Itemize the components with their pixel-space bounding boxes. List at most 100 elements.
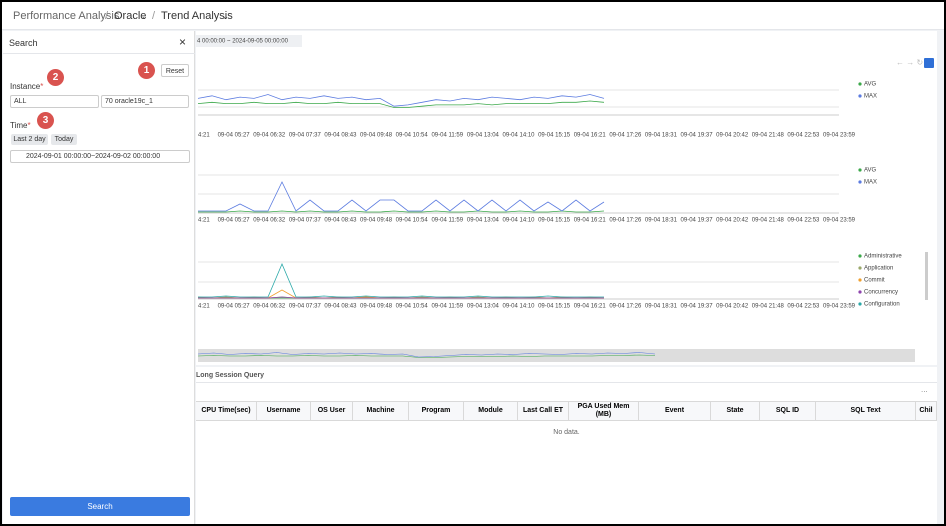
x-tick-label: 09-04 20:42 [716,304,749,310]
x-tick-label: 09-04 20:42 [716,218,749,224]
series-line [198,181,605,212]
x-tick-label: 09-04 07:37 [289,133,322,139]
time-range: 4 00:00:00 ~ 2024-09-05 00:00:00 [197,39,289,45]
column-header: Module [464,401,518,421]
x-tick-label: 09-04 08:43 [324,218,357,224]
x-tick-label: 09-04 10:54 [396,133,429,139]
x-tick-label: 09-04 15:15 [538,304,571,310]
column-header: Machine [353,401,409,421]
legend-label: MAX [864,94,877,100]
x-tick-label: 09-04 11:59 [431,133,463,139]
x-tick-label: 09-04 06:32 [253,133,286,139]
x-tick-label: 09-04 17:26 [609,133,642,139]
x-tick-label: 09-04 15:15 [538,218,571,224]
x-tick-label: 09-04 10:54 [396,218,429,224]
reset-button[interactable]: Reset [161,64,189,77]
prev-icon[interactable]: ← → ↻ [896,58,923,67]
label: Instance [10,82,41,91]
breadcrumb[interactable]: Trend Analysis [161,10,233,22]
legend-label: AVG [864,168,877,174]
x-tick-label: 09-04 09:48 [360,133,393,139]
column-header: PGA Used Mem (MB) [569,401,639,421]
zoom-icon[interactable] [924,58,934,68]
x-tick-label: 09-04 13:04 [467,133,500,139]
instance-group-select[interactable]: ALL [10,95,99,108]
scrollbar[interactable] [925,252,928,300]
legend-label: Administrative [864,254,902,260]
series-line [198,296,604,299]
instance-label: Instance* [10,82,43,91]
legend-marker [858,94,862,98]
x-tick-label: 09-04 21:48 [752,218,785,224]
step-badge: 1 [138,62,155,79]
x-tick-label: 09-04 18:31 [645,304,678,310]
column-header: SQL ID [760,401,816,421]
legend-marker [858,82,862,86]
x-tick-label: 09-04 20:42 [716,133,749,139]
dropdown-icon[interactable]: ⌄ [141,12,148,21]
table-area: Long Session Query ... No data. CPU Time… [196,367,937,524]
legend-label: Configuration [864,302,900,308]
x-tick-label: 09-04 05:27 [218,133,251,139]
x-tick-label: 09-04 21:48 [752,133,785,139]
x-tick-label: 09-04 10:54 [396,304,429,310]
x-tick-label: 09-04 15:15 [538,133,571,139]
x-tick-label: 09-04 13:04 [467,218,500,224]
search-button[interactable]: Search [10,497,190,516]
legend-label: AVG [864,82,877,88]
date-range-picker[interactable]: 2024-09-01 00:00:00~2024-09-02 00:00:00 [10,150,190,163]
x-tick-label: 09-04 07:37 [289,304,322,310]
instance-select[interactable]: 70 oracle19c_1 [101,95,189,108]
breadcrumb[interactable]: Performance Analysis [13,10,120,22]
step-badge: 3 [37,112,54,129]
empty-text: No data. [553,429,580,436]
x-tick-label: 09-04 08:43 [324,304,357,310]
more-button[interactable]: ... [921,385,928,394]
quick-range-button[interactable]: Today [51,134,77,145]
legend-marker [858,278,862,282]
x-tick-label: 09-04 21:48 [752,304,785,310]
chart-panel [196,31,937,365]
label: Time [10,121,28,130]
legend-marker [858,168,862,172]
x-tick-label: 09-04 11:59 [431,218,463,224]
x-tick-label: 09-04 23:59 [823,218,856,224]
column-header: Event [639,401,711,421]
x-tick-label: 09-04 19:37 [681,133,714,139]
legend-marker [858,302,862,306]
x-tick-label: 09-04 14:10 [502,218,535,224]
x-tick-label: 09-04 09:48 [360,218,393,224]
x-tick-label: 09-04 16:21 [574,218,607,224]
x-tick-label: 4:21 [198,304,210,310]
panel-title: Search [9,38,38,48]
navigator[interactable] [198,349,915,362]
separator: / [152,10,156,22]
legend-label: MAX [864,180,877,186]
series-line [197,100,605,108]
dropdown-icon[interactable]: ⌄ [222,12,229,21]
x-tick-label: 09-04 18:31 [645,218,678,224]
series-line [198,210,605,213]
x-tick-label: 09-04 07:37 [289,218,322,224]
x-tick-label: 09-04 05:27 [218,304,251,310]
column-header: Chil [916,401,937,421]
legend-label: Application [864,266,893,272]
x-tick-label: 09-04 14:10 [502,304,535,310]
x-tick-label: 09-04 18:31 [645,133,678,139]
series-line [198,262,604,298]
x-tick-label: 4:21 [198,218,210,224]
close-button[interactable]: × [179,35,187,49]
breadcrumb[interactable]: Oracle [114,10,147,22]
x-tick-label: 09-04 06:32 [253,218,286,224]
required-mark: * [27,121,31,130]
search-panel: Search × 1 Reset 2 Instance* ALL 70 orac… [3,31,195,524]
tab[interactable]: Long Session Query [196,372,265,379]
time-range-box [196,35,302,47]
time-label: Time* [10,121,31,130]
x-tick-label: 09-04 08:43 [324,133,357,139]
quick-range-button[interactable]: Last 2 day [11,134,48,145]
legend-marker [858,254,862,258]
required-mark: * [40,82,44,91]
